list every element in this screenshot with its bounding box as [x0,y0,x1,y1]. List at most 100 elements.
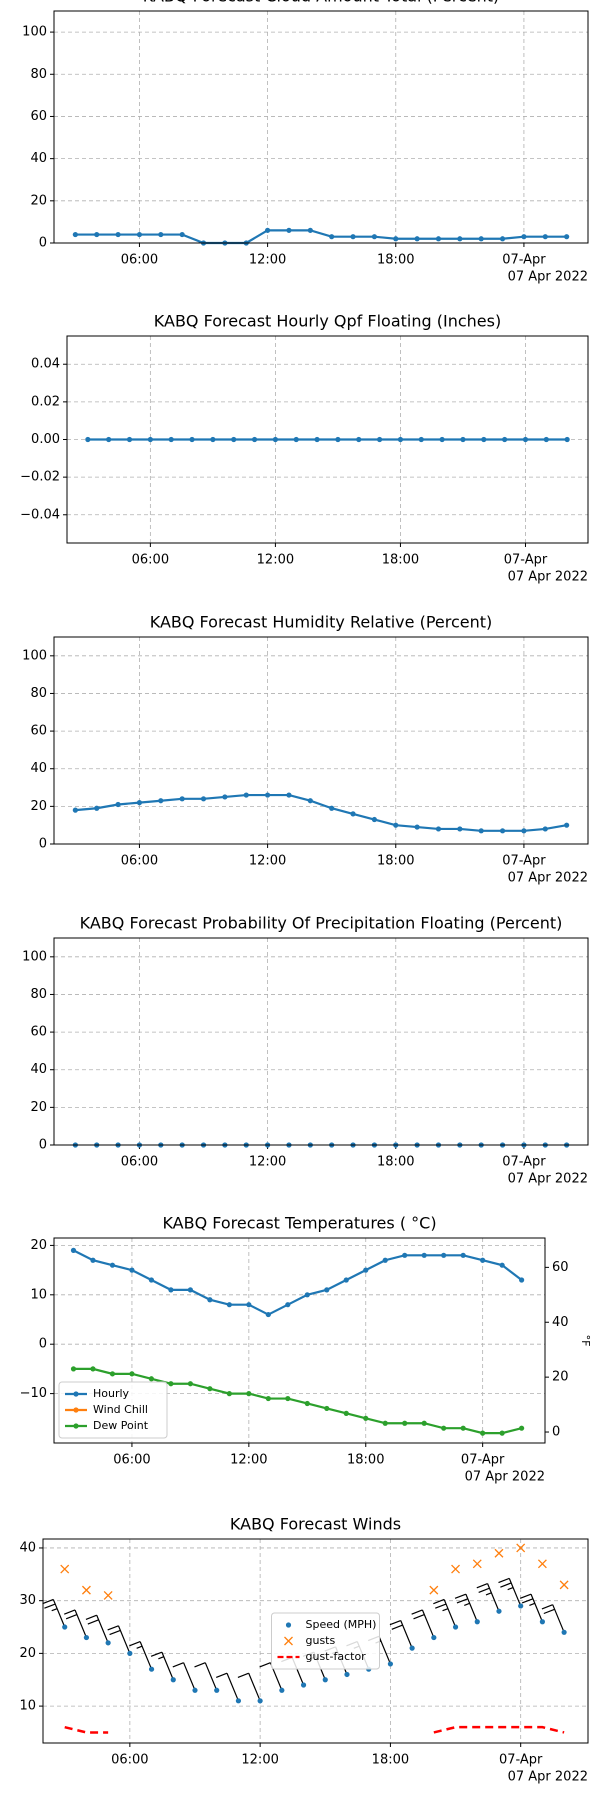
y-tick-label: 10 [30,1287,47,1302]
y2-tick-label: 60 [552,1260,569,1275]
data-point [542,826,548,832]
legend-label: gusts [306,1634,336,1647]
data-point [519,1425,525,1431]
x-offset-text: 07 Apr 2022 [508,570,588,585]
barb-flag [158,1656,164,1660]
wind-barb [389,1619,413,1649]
data-point [285,1302,291,1308]
data-point [329,805,335,811]
x-tick-label: 18:00 [372,1753,409,1768]
barb-flag [51,1608,58,1612]
data-point [70,1366,77,1372]
data-point [62,1624,68,1630]
y-tick-label: 100 [22,949,47,964]
series-line [75,229,567,245]
barb-flag [529,1602,536,1607]
data-point [81,1585,91,1595]
series-line [73,1367,522,1435]
y2-tick-label: 40 [552,1315,569,1330]
wind-barb [150,1651,174,1680]
data-point [265,1311,271,1318]
x-tick-label: 18:00 [347,1453,384,1468]
x-tick-label: 12:00 [257,553,294,568]
legend-marker [284,1636,293,1646]
legend-label: Hourly [93,1387,130,1400]
data-point [371,234,377,240]
series-line [72,1249,523,1316]
data-point [474,1619,480,1625]
y-tick-label: −10 [20,1386,47,1401]
barb-staff [226,1673,239,1702]
barb-flag [107,1625,119,1631]
data-point [222,794,228,800]
legend-label: Wind Chill [93,1403,148,1416]
y-tick-label: 20 [30,1100,47,1115]
barb-flag [478,1587,490,1593]
barb-flag [411,1609,423,1615]
data-point [343,1410,349,1416]
data-point [382,1420,388,1426]
data-point [207,1297,213,1303]
wind-barb [237,1672,261,1702]
data-point [129,1371,135,1377]
y-tick-label: 20 [19,1646,36,1661]
data-point [382,1257,388,1263]
data-point [226,1302,232,1308]
barb-flag [65,1614,78,1620]
data-point [519,1277,525,1283]
plot-frame [53,1237,546,1444]
x-tick-label: 06:00 [121,1155,158,1170]
data-point [70,1247,77,1253]
data-point [429,1585,439,1595]
data-point [480,1430,486,1436]
data-point [363,1415,369,1421]
barb-staff [52,1599,66,1628]
barb-flag [237,1672,249,1678]
data-point [324,1287,330,1293]
data-point [168,436,174,443]
chart-title: KABQ Forecast Humidity Relative (Percent… [150,613,493,632]
data-point [246,1302,252,1308]
data-point [481,436,487,443]
data-point [279,1687,285,1693]
data-point [293,436,299,443]
barb-staff [552,1604,565,1633]
data-point [90,1366,96,1372]
y-tick-label: 0 [39,1337,47,1352]
y-tick-label: 30 [19,1593,36,1608]
legend-marker [285,1622,292,1628]
data-point [472,1559,482,1569]
data-point [344,1671,350,1678]
data-point [314,436,320,443]
data-point [537,1559,547,1569]
data-point [136,800,143,806]
data-point [564,436,570,443]
barb-staff [400,1620,413,1649]
data-point [522,436,529,443]
data-point [329,234,335,240]
data-point [559,1580,569,1590]
y-tick-label: 100 [22,25,47,40]
data-point [109,1262,116,1268]
data-point [518,1603,524,1609]
y-tick-label: 60 [30,109,47,124]
y-tick-label: 60 [30,724,47,739]
data-point [148,1277,155,1283]
x-tick-label: 18:00 [377,854,414,869]
wind-barb [411,1609,435,1638]
barb-flag [435,1603,447,1609]
data-point [343,1277,349,1283]
barb-staff [248,1673,261,1702]
y-tick-label: 40 [30,151,47,166]
x-tick-label: 12:00 [249,253,286,268]
data-point [431,1634,437,1641]
data-point [350,811,356,817]
data-point [187,1381,193,1387]
data-point [307,798,313,804]
wind-barb [42,1598,66,1628]
data-point [521,828,527,834]
data-point [542,234,548,240]
y-tick-label: 100 [22,648,47,663]
x-tick-label: 12:00 [230,1453,267,1468]
barb-flag [172,1662,184,1668]
